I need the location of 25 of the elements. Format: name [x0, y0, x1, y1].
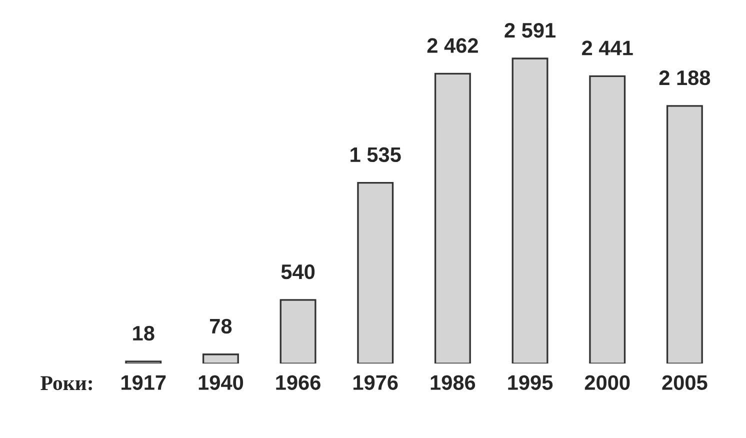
data-label: 18 [133, 326, 154, 341]
data-label: 2 591 [504, 22, 556, 38]
bar [357, 182, 394, 364]
x-tick-label: 1986 [430, 375, 476, 390]
bar [512, 58, 548, 364]
bar [202, 354, 239, 364]
x-tick-label: 1917 [122, 375, 166, 390]
x-tick-label: 1966 [276, 375, 320, 390]
x-tick-label: 1976 [354, 375, 398, 390]
bar [125, 360, 162, 364]
bar [434, 72, 471, 364]
x-axis-title: Роки: [40, 376, 92, 390]
data-label: 540 [281, 264, 315, 280]
x-tick-label: 1940 [198, 375, 244, 390]
data-label: 2 441 [582, 40, 633, 56]
data-label: 1 535 [350, 147, 401, 162]
bar [280, 299, 316, 364]
data-label: 2 188 [659, 70, 710, 86]
x-tick-label: 1995 [508, 375, 553, 390]
x-tick-label: 2005 [662, 375, 708, 390]
bar [666, 105, 703, 364]
bar [589, 75, 626, 364]
data-label: 2 462 [427, 38, 478, 53]
data-label: 78 [210, 318, 232, 334]
x-tick-label: 2000 [584, 375, 630, 390]
